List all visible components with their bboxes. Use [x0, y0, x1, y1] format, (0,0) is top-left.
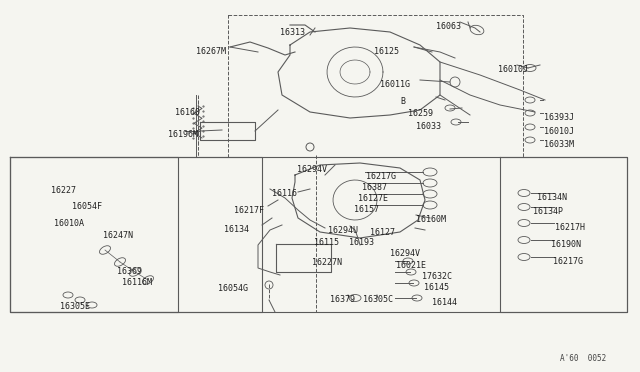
Text: 16313: 16313 [280, 28, 305, 37]
Text: 16294V: 16294V [390, 249, 420, 258]
Text: 16010J: 16010J [498, 65, 528, 74]
Text: 16305E: 16305E [60, 302, 90, 311]
Text: 16054G: 16054G [218, 284, 248, 293]
Text: 16010A: 16010A [54, 219, 84, 228]
Text: 16033M: 16033M [544, 140, 574, 149]
Text: 16157: 16157 [354, 205, 379, 214]
Text: 16369: 16369 [117, 267, 142, 276]
Text: 16021E: 16021E [396, 261, 426, 270]
Text: 16011G: 16011G [380, 80, 410, 89]
Text: 16127E: 16127E [358, 194, 388, 203]
Text: 16259: 16259 [408, 109, 433, 118]
Text: 16160M: 16160M [416, 215, 446, 224]
Text: 16387: 16387 [362, 183, 387, 192]
Text: 16134N: 16134N [537, 193, 567, 202]
Text: 16134: 16134 [224, 225, 249, 234]
Text: 16190N: 16190N [551, 240, 581, 249]
Text: B: B [400, 97, 405, 106]
Text: 16134P: 16134P [533, 207, 563, 216]
Text: 16217G: 16217G [553, 257, 583, 266]
Text: A'60  0052: A'60 0052 [560, 354, 606, 363]
Text: 16305C: 16305C [363, 295, 393, 304]
Text: 16033: 16033 [416, 122, 441, 131]
Text: 16217G: 16217G [366, 172, 396, 181]
Text: 16267M: 16267M [196, 47, 226, 56]
Text: 16379: 16379 [330, 295, 355, 304]
Text: 16125: 16125 [374, 47, 399, 56]
Text: 16196M: 16196M [168, 130, 198, 139]
Text: 16217F: 16217F [234, 206, 264, 215]
Text: 17632C: 17632C [422, 272, 452, 281]
Text: 16393J: 16393J [544, 113, 574, 122]
Text: 16294U: 16294U [328, 226, 358, 235]
Text: 16144: 16144 [432, 298, 457, 307]
Text: 16127: 16127 [370, 228, 395, 237]
Text: 16217H: 16217H [555, 223, 585, 232]
Text: 16115: 16115 [314, 238, 339, 247]
Text: 16116M: 16116M [122, 278, 152, 287]
Text: 16247N: 16247N [103, 231, 133, 240]
Text: 16145: 16145 [424, 283, 449, 292]
Text: 16063: 16063 [436, 22, 461, 31]
Text: 16116: 16116 [272, 189, 297, 198]
Text: 16227N: 16227N [312, 258, 342, 267]
Text: 16193: 16193 [349, 238, 374, 247]
Text: 16010J: 16010J [544, 127, 574, 136]
Text: 16160: 16160 [175, 108, 200, 117]
Text: 16054F: 16054F [72, 202, 102, 211]
Text: 16294V: 16294V [297, 165, 327, 174]
Text: 16227: 16227 [51, 186, 76, 195]
